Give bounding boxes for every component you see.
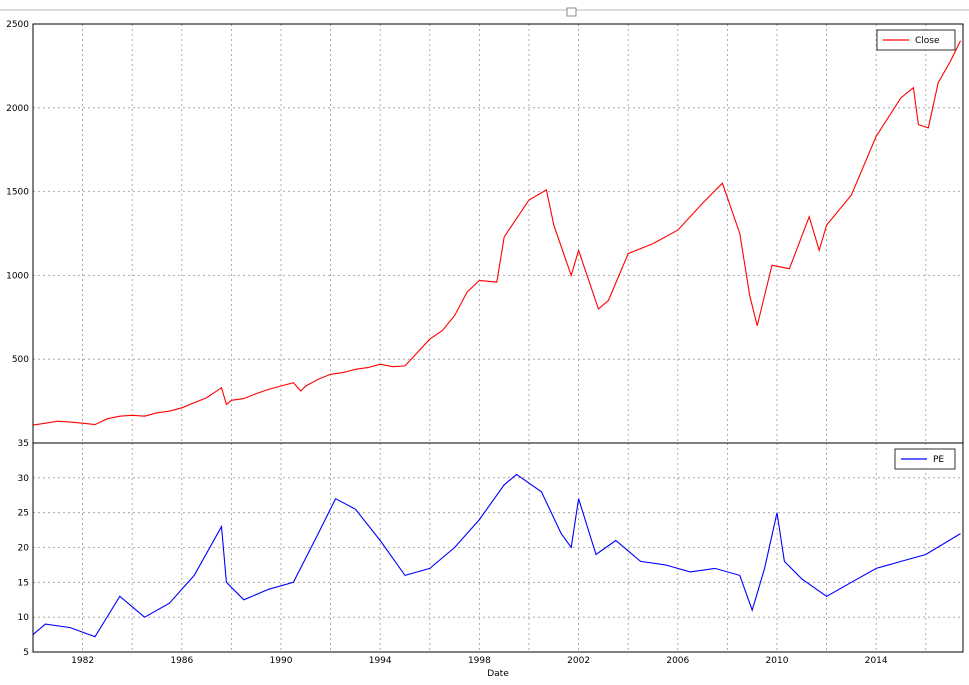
y-tick-label: 2500 bbox=[6, 20, 29, 30]
x-tick-label: 2006 bbox=[666, 656, 689, 666]
legend-box bbox=[876, 29, 956, 51]
x-tick-label: 1994 bbox=[369, 656, 392, 666]
y-tick-label: 500 bbox=[12, 355, 29, 365]
x-tick-label: 2002 bbox=[567, 656, 590, 666]
x-tick-label: 1998 bbox=[468, 656, 491, 666]
x-tick-label: 1986 bbox=[170, 656, 193, 666]
x-tick-label: 1982 bbox=[71, 656, 94, 666]
y-tick-label: 10 bbox=[18, 613, 30, 623]
window-handle bbox=[566, 7, 577, 17]
x-tick-label: 1990 bbox=[270, 656, 293, 666]
x-axis-label: Date bbox=[487, 669, 509, 679]
y-tick-label: 15 bbox=[18, 578, 29, 588]
series-line bbox=[32, 473, 961, 638]
y-tick-label: 2000 bbox=[6, 104, 29, 114]
legend-label: Close bbox=[915, 36, 940, 46]
y-tick-label: 1500 bbox=[6, 188, 29, 198]
y-tick-label: 25 bbox=[18, 509, 29, 519]
y-tick-label: 20 bbox=[18, 544, 30, 554]
series-line bbox=[32, 40, 961, 426]
y-tick-label: 35 bbox=[18, 439, 29, 449]
y-tick-label: 30 bbox=[18, 474, 30, 484]
legend-label: PE bbox=[933, 455, 944, 465]
x-tick-label: 2014 bbox=[865, 656, 888, 666]
y-tick-label: 5 bbox=[23, 648, 29, 658]
y-tick-label: 1000 bbox=[6, 271, 29, 281]
x-tick-label: 2010 bbox=[766, 656, 789, 666]
plot-frame bbox=[32, 442, 964, 653]
